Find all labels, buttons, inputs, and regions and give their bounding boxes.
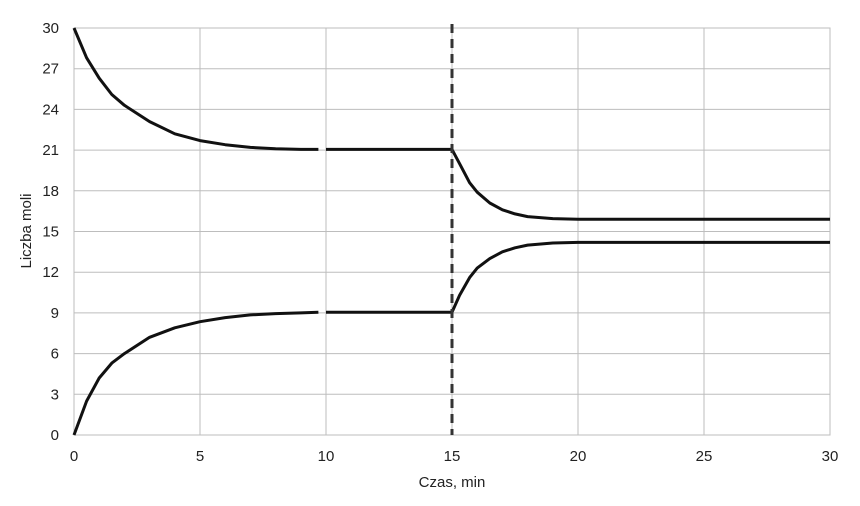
series-line: [450, 240, 830, 313]
x-tick-label: 10: [318, 448, 335, 465]
x-tick-label: 30: [822, 448, 839, 465]
series-line: [72, 310, 319, 436]
x-tick-label: 25: [696, 448, 713, 465]
y-tick-label: 21: [42, 142, 59, 159]
y-tick-label: 0: [51, 427, 59, 444]
y-tick-label: 30: [42, 20, 59, 37]
y-tick-label: 3: [51, 386, 59, 403]
series-line: [72, 27, 319, 151]
y-tick-label: 6: [51, 346, 59, 363]
series-layer: [72, 27, 830, 436]
x-tick-labels: 0 5 10 15 20 25 30: [70, 448, 839, 465]
y-tick-label: 15: [42, 224, 59, 241]
y-tick-labels: 0 3 6 9 12 15 18 21 24 27 30: [42, 20, 59, 444]
x-tick-label: 0: [70, 448, 78, 465]
y-tick-label: 18: [42, 183, 59, 200]
y-axis-title: Liczba moli: [18, 193, 35, 268]
x-axis-title: Czas, min: [419, 474, 486, 491]
y-tick-label: 9: [51, 305, 59, 322]
y-tick-label: 12: [42, 264, 59, 281]
x-tick-label: 5: [196, 448, 204, 465]
y-tick-label: 24: [42, 101, 59, 118]
series-line: [450, 148, 830, 221]
x-tick-label: 15: [444, 448, 461, 465]
x-tick-label: 20: [570, 448, 587, 465]
y-tick-label: 27: [42, 61, 59, 78]
